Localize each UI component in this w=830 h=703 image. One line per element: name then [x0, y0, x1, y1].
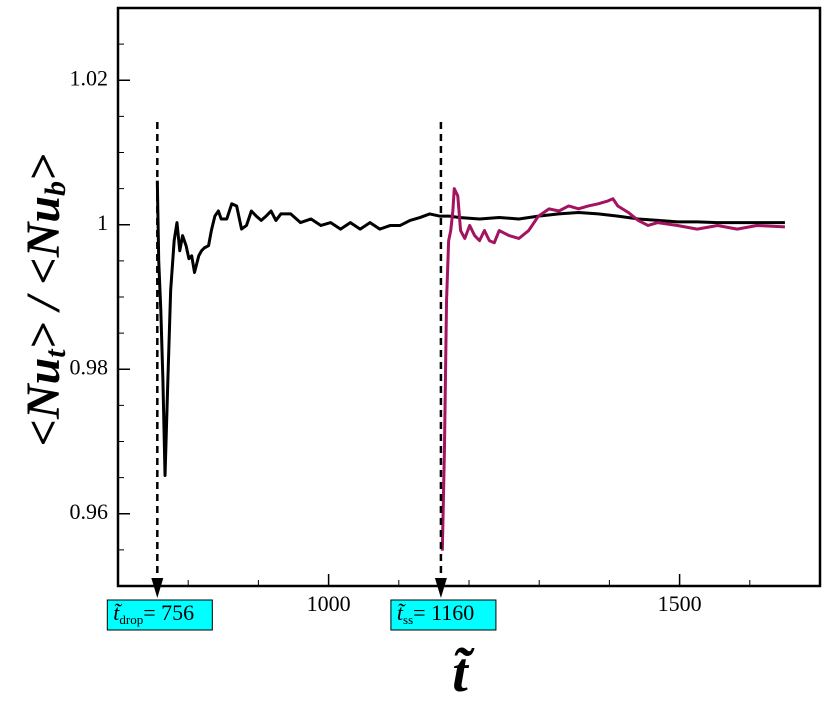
annotation-box [390, 599, 497, 631]
annotation-label: t̃drop= 756 [113, 600, 194, 627]
x-tick-label: 1500 [658, 591, 702, 616]
data-line [440, 187, 785, 551]
plot-frame [116, 6, 822, 588]
y-tick-label: 0.98 [70, 354, 109, 379]
y-label-subscript: b [39, 181, 72, 196]
marker-arrow [434, 578, 447, 598]
marker-arrow [151, 578, 164, 598]
y-tick-label: 1 [97, 210, 108, 235]
y-label-part: > [17, 154, 70, 181]
x-tick-label: 1000 [307, 591, 351, 616]
annotation-text: = 1160 [413, 600, 474, 625]
y-label-subscript: t [39, 348, 72, 358]
annotation-symbol: t̃ [113, 600, 122, 625]
x-axis-label: t̃ [452, 642, 475, 703]
y-tick-label: 0.96 [70, 499, 109, 524]
annotation-subscript: ss [403, 612, 413, 627]
y-label-part: <Nu [17, 358, 70, 447]
annotation-symbol: t̃ [397, 600, 406, 625]
annotation-text: = 756 [143, 600, 194, 625]
annotation-box [106, 599, 213, 631]
y-tick-label: 1.02 [70, 65, 109, 90]
data-line [155, 180, 785, 477]
y-axis-label: <Nut> / <Nub> [17, 154, 72, 447]
annotation-label: t̃ss= 1160 [397, 600, 474, 627]
y-label-part: > / <Nu [17, 196, 70, 349]
annotation-subscript: drop [119, 612, 143, 627]
